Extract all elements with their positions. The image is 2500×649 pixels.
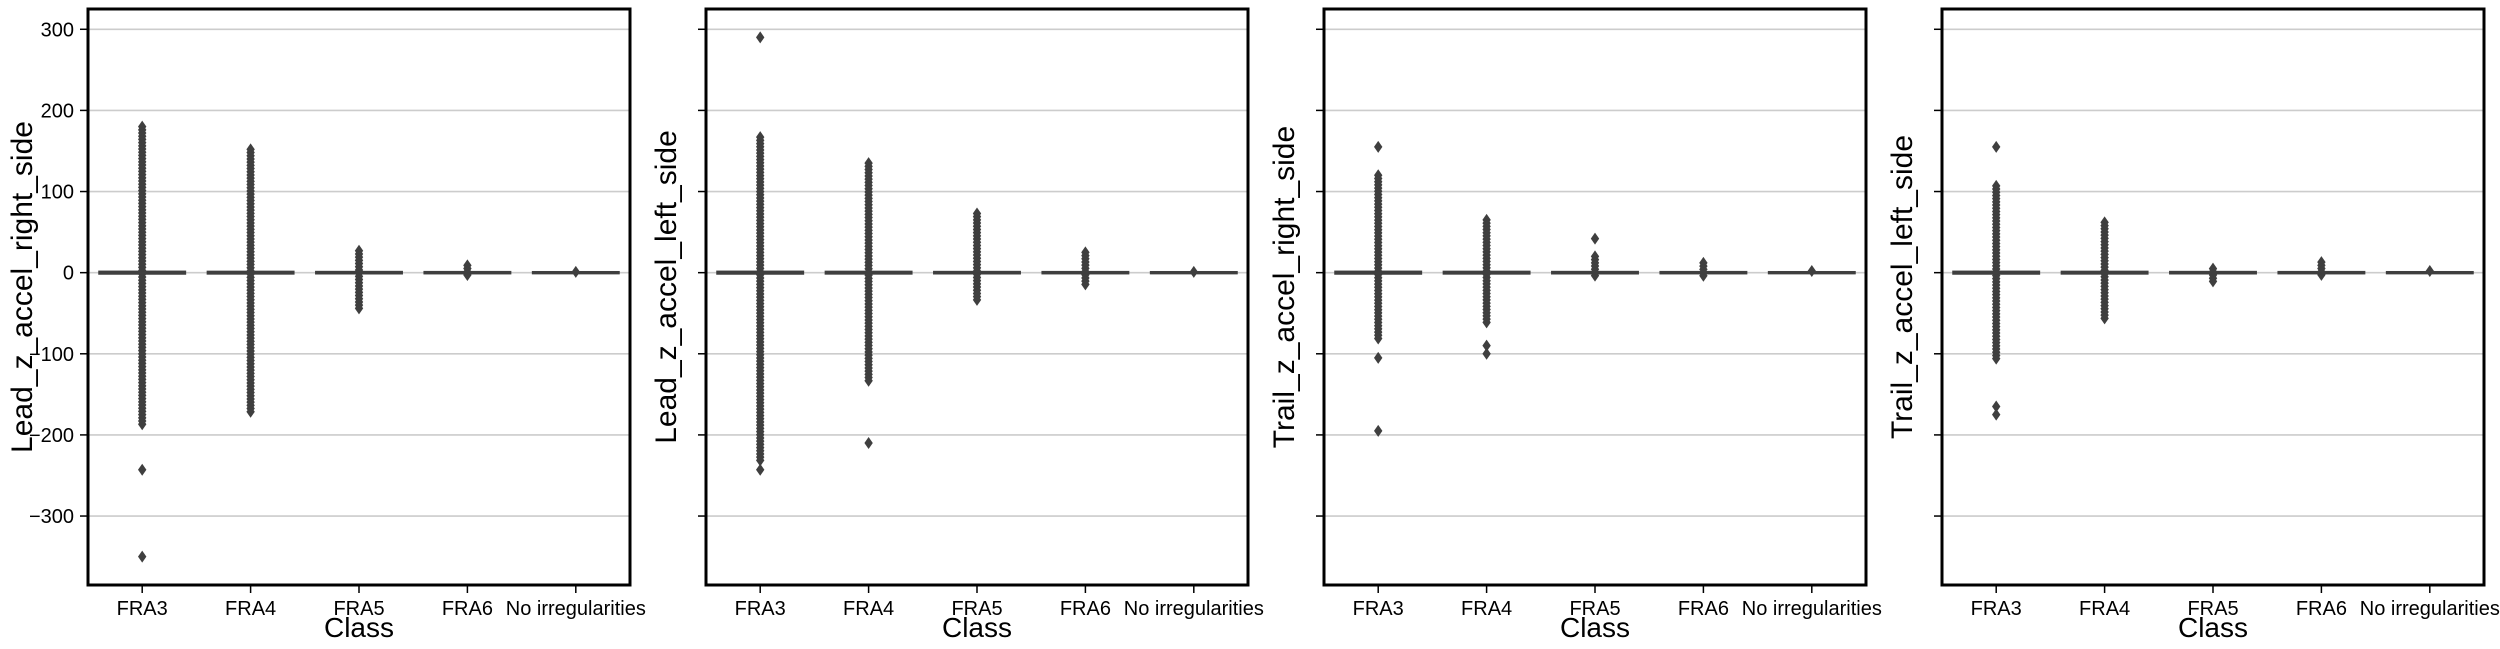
box-no-irregularities <box>1768 265 1855 277</box>
chart-panel-2: FRA3 FRA4 FRA5 FRA6 No irregularities Class Le… <box>650 9 1264 643</box>
x-tick-label: FRA4 <box>843 598 894 620</box>
plot-frame <box>1942 9 2484 585</box>
box-fra6 <box>2278 256 2365 281</box>
outlier-point <box>1992 409 2000 421</box>
box-fra5 <box>934 207 1021 305</box>
chart-panel-4: FRA3 FRA4 FRA5 FRA6 No irregularities Class Tr… <box>1886 9 2500 643</box>
box-fra5 <box>316 245 403 315</box>
outlier-point <box>756 464 764 476</box>
box-fra5 <box>2170 263 2257 288</box>
x-tick-label: FRA6 <box>1060 598 1111 620</box>
x-tick-label: FRA6 <box>442 598 493 620</box>
y-axis-label: Lead_z_accel_right_side <box>6 121 39 453</box>
box-fra3 <box>717 31 804 475</box>
x-tick-label: FRA3 <box>735 598 786 620</box>
x-axis-label: Class <box>324 612 394 643</box>
x-axis-label: Class <box>1560 612 1630 643</box>
outlier-point <box>1482 348 1490 360</box>
x-axis-label: Class <box>2178 612 2248 643</box>
x-tick-label: No irregularities <box>2360 598 2500 620</box>
plot-frame <box>1324 9 1866 585</box>
x-tick-label: FRA3 <box>1971 598 2022 620</box>
x-axis-label: Class <box>942 612 1012 643</box>
chart-panel-1: 300 200 100 0 −100 −200 −300 FRA3 FRA4 FRA5 FRA6 No… <box>6 9 646 643</box>
box-fra6 <box>1042 246 1129 290</box>
x-tick-label: FRA3 <box>117 598 168 620</box>
y-tick-label: 200 <box>41 100 74 122</box>
box-fra3 <box>1335 141 1422 437</box>
box-fra6 <box>424 259 511 281</box>
x-tick-label: FRA4 <box>225 598 276 620</box>
box-fra5 <box>1552 233 1639 282</box>
outlier-point <box>1374 141 1382 153</box>
box-no-irregularities <box>2386 265 2473 277</box>
outlier-point <box>138 464 146 476</box>
x-tick-label: FRA6 <box>2296 598 2347 620</box>
y-tick-label: 0 <box>63 263 74 285</box>
chart-panel-3: FRA3 FRA4 FRA5 FRA6 No irregularities Class Tr… <box>1268 9 1882 643</box>
box-fra3 <box>99 121 186 563</box>
x-tick-label: FRA4 <box>2079 598 2130 620</box>
outlier-point <box>756 31 764 43</box>
box-fra4 <box>207 143 294 417</box>
box-fra4 <box>2061 216 2148 324</box>
x-tick-label: FRA3 <box>1353 598 1404 620</box>
y-tick-label: 300 <box>41 19 74 41</box>
box-fra3 <box>1953 141 2040 421</box>
box-fra4 <box>1443 214 1530 360</box>
y-axis-label: Lead_z_accel_left_side <box>650 130 683 444</box>
y-tick-label: −300 <box>29 506 74 528</box>
outlier-point <box>1591 233 1599 245</box>
x-tick-label: No irregularities <box>1124 598 1264 620</box>
box-no-irregularities <box>1150 266 1237 278</box>
outlier-point <box>138 551 146 563</box>
outlier-point <box>864 437 872 449</box>
y-tick-label: 100 <box>41 182 74 204</box>
x-tick-label: No irregularities <box>1742 598 1882 620</box>
y-axis-label: Trail_z_accel_right_side <box>1268 126 1301 448</box>
y-axis-label: Trail_z_accel_left_side <box>1886 135 1919 439</box>
box-fra4 <box>825 157 912 449</box>
box-no-irregularities <box>532 266 619 278</box>
outlier-point <box>1992 141 2000 153</box>
x-tick-label: FRA6 <box>1678 598 1729 620</box>
box-fra6 <box>1660 257 1747 282</box>
x-tick-label: FRA4 <box>1461 598 1512 620</box>
x-tick-label: No irregularities <box>506 598 646 620</box>
